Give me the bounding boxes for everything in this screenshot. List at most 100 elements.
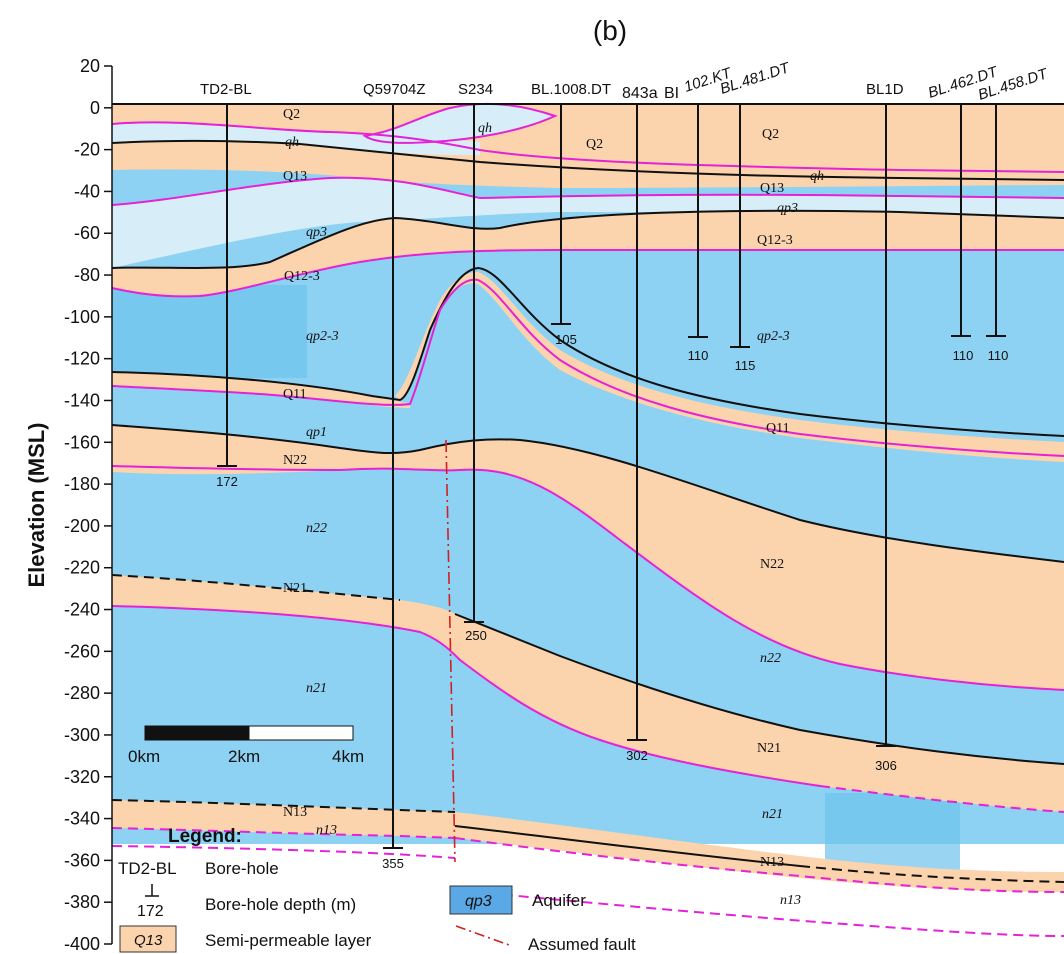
borehole-102kt — [688, 104, 708, 338]
borehole-bl481dt — [730, 104, 750, 348]
borehole-depth: 105 — [555, 332, 577, 347]
layer-label: qh — [810, 169, 824, 184]
y-tick-label: -360 — [64, 850, 100, 870]
layer-label: N21 — [757, 741, 781, 756]
layer-qh-left — [112, 122, 480, 156]
y-tick-label: 0 — [90, 98, 100, 118]
y-tick-label: -380 — [64, 892, 100, 912]
borehole-depth: 110 — [953, 348, 974, 363]
scale-label-0: 0km — [128, 747, 160, 766]
assumed-fault-line — [445, 439, 456, 863]
borehole-name: BL1D — [866, 81, 904, 98]
line-black-n22-top — [111, 424, 1064, 563]
layer-n22 — [112, 425, 1064, 690]
layer-label: n13 — [780, 893, 801, 908]
layer-label: qh — [478, 121, 492, 136]
layer-label: qp2-3 — [306, 329, 339, 344]
scale-bar: 0km 2km 4km — [128, 725, 364, 766]
layer-label: Q2 — [762, 127, 779, 142]
y-axis: 20 0 -20 -40 -60 -80 -100 -120 -140 -160 -180 -200 -… — [24, 56, 113, 954]
y-tick-label: -340 — [64, 809, 100, 829]
layer-label: N21 — [283, 581, 307, 596]
borehole-depths: 172 355 250 105 302 110 115 306 110 110 — [216, 332, 1008, 871]
boundary-lines — [111, 103, 1064, 937]
y-tick-group: 20 0 -20 -40 -60 -80 -100 -120 -140 -160 -180 -200 -… — [64, 56, 112, 954]
borehole-name: TD2-BL — [200, 81, 252, 98]
borehole-depth: 115 — [735, 358, 756, 373]
panel-label: (b) — [593, 15, 627, 46]
boreholes — [217, 104, 1006, 849]
scale-bar-white — [248, 725, 354, 741]
layer-label: Q12-3 — [284, 269, 320, 284]
line-black-dashed-n13 — [111, 799, 456, 813]
y-axis-label: Elevation (MSL) — [24, 422, 49, 587]
layer-label: Q12-3 — [757, 233, 793, 248]
y-tick-label: -40 — [74, 181, 100, 201]
borehole-bl1d — [876, 104, 896, 747]
layer-label: N22 — [760, 557, 784, 572]
legend-aquifer-symbol: qp3 — [465, 893, 492, 910]
borehole-depth: 355 — [382, 856, 404, 871]
legend-semi-swatch — [119, 925, 177, 953]
layer-label: qp2-3 — [757, 329, 790, 344]
line-magenta-dashed-n21 — [819, 785, 1064, 813]
section-bottom-mask — [112, 846, 455, 954]
y-tick-label: -300 — [64, 725, 100, 745]
layer-label: N13 — [283, 805, 307, 820]
borehole-bl462dt — [951, 104, 971, 337]
scale-label-2: 2km — [228, 747, 260, 766]
layer-label: qp3 — [306, 225, 327, 240]
borehole-bl1008dt — [551, 104, 571, 325]
borehole-name: BL.481.DT — [718, 59, 793, 98]
line-black-1 — [111, 139, 1064, 181]
layer-label: qp1 — [306, 425, 327, 440]
layer-label: Q13 — [760, 181, 784, 196]
y-tick-label: -200 — [64, 516, 100, 536]
layer-label: Q2 — [283, 107, 300, 122]
legend-semi-text: Semi-permeable layer — [205, 931, 372, 950]
layer-label: n13 — [316, 823, 337, 838]
line-magenta-dashed-bottom-left — [111, 845, 456, 859]
y-tick-label: -160 — [64, 432, 100, 452]
legend-title: Legend: — [168, 826, 242, 847]
layer-label: Q13 — [283, 169, 307, 184]
borehole-depth: 172 — [216, 474, 238, 489]
borehole-td2-bl — [217, 104, 237, 467]
y-tick-label: -220 — [64, 558, 100, 578]
y-tick-label: -20 — [74, 140, 100, 160]
line-black-n21 — [454, 613, 1064, 765]
borehole-depth: 110 — [988, 348, 1009, 363]
y-tick-label: -80 — [74, 265, 100, 285]
layer-label: n22 — [306, 521, 327, 536]
line-magenta-n21 — [111, 605, 821, 787]
line-black-dome — [111, 266, 1064, 437]
layer-label: n21 — [762, 807, 783, 822]
legend-aquifer-text: Aquifer — [532, 891, 586, 910]
borehole-name: BL.1008.DT — [531, 81, 611, 98]
y-tick-label: -120 — [64, 349, 100, 369]
layer-qh-lens — [362, 102, 558, 144]
y-tick-label: -400 — [64, 934, 100, 954]
borehole-names: TD2-BL Q59704Z S234 BL.1008.DT 843a BI 1… — [200, 59, 1051, 104]
layer-label: n22 — [760, 651, 781, 666]
layer-label: n21 — [306, 681, 327, 696]
legend-semi-symbol: Q13 — [134, 932, 163, 949]
layer-label: Q11 — [283, 387, 307, 402]
y-tick-label: -100 — [64, 307, 100, 327]
scale-label-4: 4km — [332, 747, 364, 766]
borehole-depth: 110 — [688, 348, 709, 363]
line-magenta-dashed-bottom-right — [454, 889, 1064, 937]
y-tick-label: 20 — [80, 56, 100, 76]
borehole-depth: 306 — [875, 758, 897, 773]
y-tick-label: -60 — [74, 223, 100, 243]
legend-borehole-symbol: TD2-BL — [118, 859, 177, 878]
layer-label: Q11 — [766, 421, 790, 436]
y-tick-label: -240 — [64, 600, 100, 620]
layer-label: qh — [285, 135, 299, 150]
borehole-q59704z — [383, 104, 403, 849]
borehole-name: Q59704Z — [363, 81, 426, 98]
borehole-name: BI — [664, 85, 679, 102]
borehole-843a — [627, 104, 647, 741]
layer-n21 — [112, 575, 1064, 812]
